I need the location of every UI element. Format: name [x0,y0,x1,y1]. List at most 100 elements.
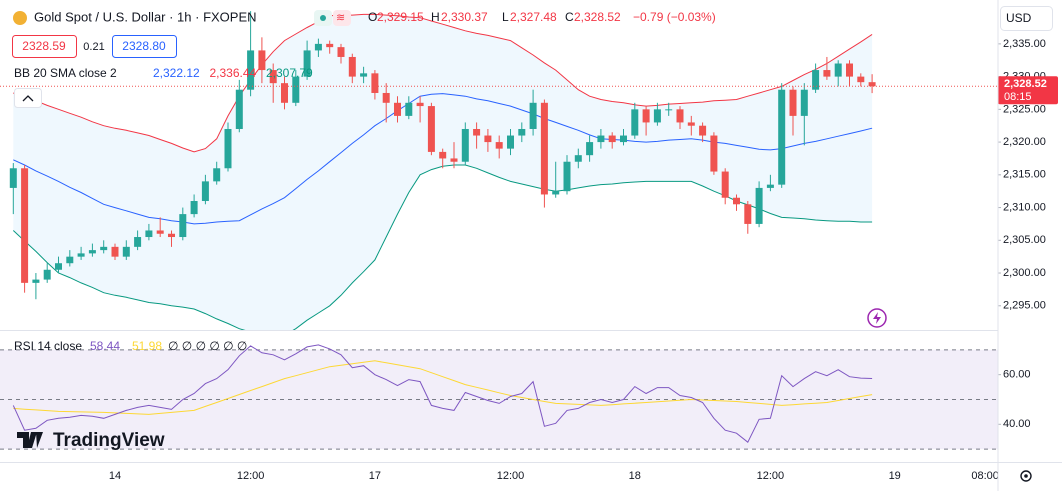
candle-body [461,128,469,162]
candle-body [597,135,605,143]
ask-price: 2328.80 [122,39,166,53]
x-tick-label: 14 [109,470,121,482]
x-tick-label: 12:00 [237,470,265,482]
candle-body [744,204,752,224]
candle-body [529,102,537,129]
candle-body [201,181,209,202]
last-price-label: 2,328.52 [1004,78,1047,90]
candle-body [563,161,571,192]
candle-body [371,73,379,93]
candle-body [281,83,288,103]
bb-legend-values: 2,322.12 2,336.44 2,307.79 [153,66,313,80]
candle-body [710,135,718,172]
candle-body [360,73,368,77]
candle-body [778,89,786,185]
x-tick-label: 18 [629,470,641,482]
tv-logo-text: TradingView [53,430,165,451]
candle-body [111,246,119,257]
y-tick-label: 2,335.00 [1003,38,1046,50]
candle-body [88,250,96,254]
candle-body [846,63,853,77]
candle-body [473,128,481,136]
candle-body [800,89,808,116]
bb-legend: BB 20 SMA close 2 [14,66,117,80]
candle-body [224,128,232,169]
sell-button[interactable] [12,35,77,58]
buy-button[interactable] [112,35,177,58]
ohlc-value: 2,329.15 [377,10,424,24]
candle-body [348,56,356,77]
rsi-legend-value: 51.98 [132,339,162,353]
candle-body [721,171,729,198]
candle-body [665,109,673,111]
candle-body [9,168,17,188]
collapse-button[interactable] [14,88,42,108]
candle-body [631,109,639,136]
currency-button[interactable] [1000,6,1053,31]
y-tick-label: 2,325.00 [1003,103,1046,115]
rsi-sources: ∅ ∅ ∅ ∅ ∅ ∅ [168,339,247,353]
candle-body [258,50,266,71]
candle-body [303,50,311,77]
candle-body [292,76,300,103]
lightning-glyph [873,312,881,324]
rsi-line [12,344,873,443]
y-tick-label: 2,305.00 [1003,234,1046,246]
candle-body [699,125,707,136]
bb-line [13,13,873,153]
chevron-icon [22,95,34,102]
candle-body [812,70,820,90]
settings-icon[interactable] [1020,470,1032,482]
spread: 0.21 [83,41,104,53]
rsi-line [13,360,873,415]
candle-body [586,142,594,156]
candle-body [834,63,842,77]
candle-body [484,135,492,143]
candle-body [77,253,85,257]
candle-body [868,82,876,87]
bb-legend-value: 2,307.79 [266,66,313,80]
candle-body [43,269,51,280]
countdown: 08:15 [1004,91,1032,103]
y-tick-label: 2,295.00 [1003,300,1046,312]
candle-body [574,155,582,162]
y-tick-label: 2,310.00 [1003,201,1046,213]
ohlc-label: H [431,10,440,24]
candle-body [620,135,627,143]
settings-dot [1024,474,1028,478]
candle-body [405,102,413,116]
data-icon[interactable] [333,10,351,26]
y-tick-label: 60.00 [1003,369,1031,381]
candle-body [495,142,503,149]
tv-logo-mark [17,432,43,448]
rsi-legend: RSI 14 close [14,339,82,353]
bb-band-fill [13,14,873,330]
currency: USD [1006,11,1032,25]
market-dot [320,15,326,21]
bb-line [13,93,873,225]
candle-body [416,102,424,107]
ohlc-label: C [565,10,574,24]
candle-body [134,237,142,247]
candle-body [439,151,447,159]
candle-body [337,47,345,57]
last-price-box [998,76,1058,105]
candle-body [676,109,684,123]
candle-body [190,201,198,215]
candle-body [122,246,130,257]
candle-body [235,89,243,129]
candle-body [326,43,334,48]
rsi-legend-values: 58.44 51.98 [90,339,162,353]
rsi-pane [0,344,998,450]
candle-body [100,246,108,251]
candle-body [427,106,435,152]
x-tick-label: 12:00 [757,470,785,482]
y-tick-label: 2,320.00 [1003,136,1046,148]
symbol-title: Gold Spot / U.S. Dollar · 1h · FXOPEN [34,9,257,24]
x-tick-label: 17 [369,470,381,482]
price-change: −0.79 (−0.03%) [633,10,716,24]
x-tick-label: 12:00 [497,470,525,482]
ohlc-label: L [502,10,509,24]
candle-body [156,230,164,234]
candle-body [247,50,255,90]
